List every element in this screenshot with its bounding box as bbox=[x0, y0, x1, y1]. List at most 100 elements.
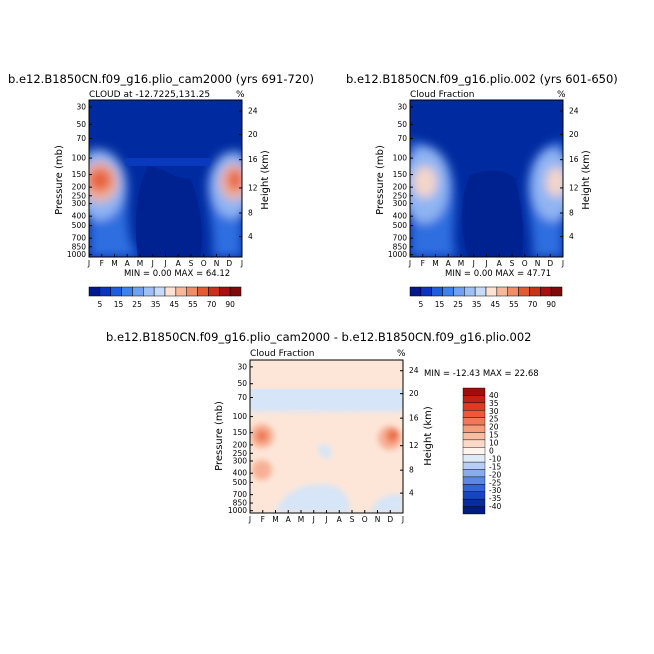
x-tick-label: M bbox=[272, 515, 278, 524]
colorbar-swatch bbox=[186, 286, 198, 297]
panel-a-stats: MIN = 0.00 MAX = 64.12 bbox=[124, 269, 230, 279]
y-tick-label: 500 bbox=[72, 221, 87, 230]
y-tick-label: 250 bbox=[233, 449, 248, 458]
y-tick-label: 850 bbox=[233, 499, 248, 508]
y-tick-label: 700 bbox=[233, 490, 248, 499]
colorbar-swatch bbox=[197, 286, 209, 297]
x-tick-label: N bbox=[214, 259, 220, 268]
x-tick-label: O bbox=[362, 515, 368, 524]
colorbar-label: 5 bbox=[418, 300, 423, 309]
y-tick-label: 1000 bbox=[388, 250, 407, 259]
x-tick-label: F bbox=[421, 259, 425, 268]
y-right-tick-label: 20 bbox=[569, 130, 579, 139]
x-tick-label: J bbox=[240, 259, 243, 268]
y-tick-label: 200 bbox=[233, 440, 248, 449]
y-right-tick-label: 20 bbox=[409, 389, 419, 398]
y-tick-label: 50 bbox=[237, 379, 247, 388]
y-right-tick-label: 12 bbox=[248, 183, 258, 192]
panel-b: b.e12.B1850CN.f09_g16.plio.002 (yrs 601-… bbox=[346, 72, 618, 309]
y-right-tick-label: 8 bbox=[409, 466, 414, 475]
colorbar-label: 45 bbox=[491, 300, 501, 309]
y-right-tick-label: 12 bbox=[569, 183, 579, 192]
colorbar-label: 35 bbox=[489, 399, 499, 408]
colorbar-label: -40 bbox=[489, 502, 501, 511]
panel-b-title: b.e12.B1850CN.f09_g16.plio.002 (yrs 601-… bbox=[346, 72, 618, 86]
x-tick-label: F bbox=[261, 515, 265, 524]
colorbar-label: 0 bbox=[489, 447, 494, 456]
colorbar-swatch bbox=[529, 286, 541, 297]
y-right-tick-label: 16 bbox=[409, 414, 419, 423]
colorbar-swatch bbox=[464, 286, 476, 297]
colorbar-swatch bbox=[121, 286, 133, 297]
x-tick-label: D bbox=[226, 259, 232, 268]
x-tick-label: J bbox=[401, 515, 404, 524]
colorbar-swatch bbox=[462, 424, 486, 433]
x-tick-label: N bbox=[535, 259, 541, 268]
y-right-tick-label: 12 bbox=[409, 441, 419, 450]
colorbar-swatch bbox=[462, 476, 486, 485]
y-tick-label: 700 bbox=[72, 234, 87, 243]
x-tick-label: O bbox=[201, 259, 207, 268]
colorbar-swatch bbox=[474, 286, 487, 297]
colorbar-label: -35 bbox=[489, 494, 501, 503]
colorbar-swatch bbox=[143, 286, 155, 297]
colorbar-swatch bbox=[462, 484, 486, 492]
x-tick-label: J bbox=[408, 259, 411, 268]
y-tick-label: 250 bbox=[72, 191, 87, 200]
x-tick-label: J bbox=[312, 515, 315, 524]
x-tick-label: M bbox=[111, 259, 117, 268]
colorbar-label: -15 bbox=[489, 462, 501, 471]
y-tick-label: 250 bbox=[393, 191, 408, 200]
panel-c: b.e12.B1850CN.f09_g16.plio_cam2000 - b.e… bbox=[106, 330, 539, 524]
x-tick-label: O bbox=[522, 259, 528, 268]
colorbar-swatch bbox=[164, 286, 177, 297]
colorbar-label: 70 bbox=[207, 300, 217, 309]
colorbar-swatch bbox=[462, 469, 486, 478]
x-tick-label: S bbox=[510, 259, 515, 268]
colorbar-label: -25 bbox=[489, 478, 501, 487]
colorbar-swatch bbox=[462, 498, 486, 507]
colorbar-swatch bbox=[153, 286, 166, 297]
colorbar-swatch bbox=[132, 286, 144, 297]
colorbar-swatch bbox=[431, 286, 443, 297]
x-tick-label: S bbox=[189, 259, 194, 268]
colorbar-swatch bbox=[462, 454, 486, 463]
colorbar-swatch bbox=[462, 417, 486, 426]
colorbar-swatch bbox=[229, 286, 242, 297]
panel-b-ticks: J F M A M J J A S O N D J305070100150200250300400500… bbox=[388, 103, 579, 268]
y-tick-label: 300 bbox=[72, 199, 87, 208]
x-tick-label: M bbox=[137, 259, 143, 268]
x-tick-label: J bbox=[248, 515, 251, 524]
panel-c-stats: MIN = -12.43 MAX = 22.68 bbox=[424, 369, 539, 379]
colorbar-swatch bbox=[409, 286, 422, 297]
y-tick-label: 50 bbox=[76, 120, 86, 129]
y-tick-label: 100 bbox=[233, 412, 248, 421]
x-tick-label: A bbox=[497, 259, 503, 268]
x-tick-label: D bbox=[547, 259, 553, 268]
x-tick-label: J bbox=[561, 259, 564, 268]
panel-b-units: % bbox=[557, 90, 566, 100]
colorbar-swatch bbox=[88, 286, 101, 297]
colorbar-label: 30 bbox=[489, 407, 499, 416]
panel-b-ylabel: Pressure (mb) bbox=[375, 145, 386, 215]
y-right-tick-label: 16 bbox=[248, 155, 258, 164]
panel-a-units: % bbox=[236, 90, 245, 100]
y-right-tick-label: 8 bbox=[569, 209, 574, 218]
colorbar-swatch bbox=[462, 432, 486, 441]
y-tick-label: 700 bbox=[393, 234, 408, 243]
colorbar-label: 15 bbox=[489, 431, 499, 440]
panel-c-title: b.e12.B1850CN.f09_g16.plio_cam2000 - b.e… bbox=[106, 330, 531, 344]
y-tick-label: 850 bbox=[72, 242, 87, 251]
colorbar-label: 70 bbox=[528, 300, 538, 309]
panel-c-subtitle: Cloud Fraction bbox=[250, 349, 315, 359]
y-tick-label: 300 bbox=[233, 456, 248, 465]
panel-c-ticks: J F M A M J J A S O N D J305070100150200250300400500… bbox=[228, 362, 419, 524]
colorbar-swatch bbox=[462, 410, 486, 418]
y-tick-label: 70 bbox=[237, 393, 247, 402]
panel-b-field bbox=[410, 100, 563, 257]
y-right-tick-label: 20 bbox=[248, 130, 258, 139]
x-tick-label: A bbox=[446, 259, 452, 268]
y-tick-label: 400 bbox=[72, 212, 87, 221]
colorbar-swatch bbox=[462, 402, 486, 411]
colorbar-swatch bbox=[462, 506, 486, 515]
